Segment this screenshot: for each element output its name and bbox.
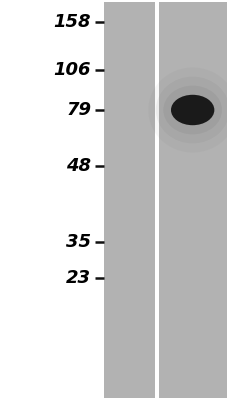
Text: 79: 79 xyxy=(66,101,91,119)
Ellipse shape xyxy=(155,76,227,144)
Ellipse shape xyxy=(170,95,213,125)
Text: 48: 48 xyxy=(66,157,91,175)
Text: 158: 158 xyxy=(54,13,91,31)
Text: 35: 35 xyxy=(66,233,91,251)
Bar xyxy=(154,2,158,398)
Bar xyxy=(158,2,227,398)
Ellipse shape xyxy=(163,86,221,134)
Text: 23: 23 xyxy=(66,269,91,287)
Text: 106: 106 xyxy=(54,61,91,79)
Ellipse shape xyxy=(170,95,213,125)
Bar xyxy=(103,2,154,398)
